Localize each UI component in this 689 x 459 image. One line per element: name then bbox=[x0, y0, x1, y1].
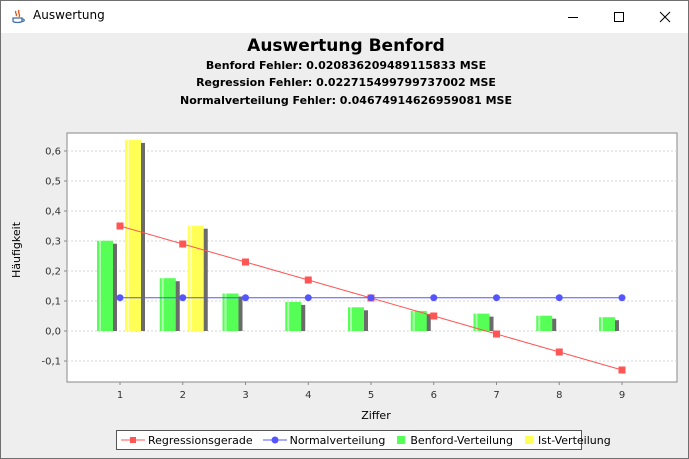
chart-subtitle-regression: Regression Fehler: 0.022715499799737002 … bbox=[196, 76, 496, 89]
y-tick-label: -0,1 bbox=[41, 357, 61, 368]
point-normal bbox=[367, 294, 375, 302]
point-regression bbox=[430, 312, 438, 320]
close-icon bbox=[659, 11, 671, 23]
bar-highlight bbox=[412, 310, 415, 331]
x-tick-label: 1 bbox=[117, 390, 123, 401]
point-normal bbox=[430, 294, 438, 302]
legend-label-regression: Regressionsgerade bbox=[148, 433, 253, 447]
x-tick-label: 9 bbox=[619, 390, 625, 401]
point-regression bbox=[116, 222, 124, 230]
point-normal bbox=[304, 294, 312, 302]
bar-highlight bbox=[99, 240, 101, 331]
java-app-icon bbox=[12, 9, 25, 24]
bar-highlight bbox=[475, 313, 478, 331]
chart-subtitle-benford: Benford Fehler: 0.020836209489115833 MSE bbox=[205, 59, 487, 72]
x-tick-label: 4 bbox=[305, 390, 311, 401]
point-normal bbox=[618, 294, 626, 302]
minimize-button[interactable] bbox=[550, 1, 596, 33]
bar-highlight bbox=[287, 301, 290, 331]
x-tick-label: 7 bbox=[493, 390, 499, 401]
y-tick-label: 0,1 bbox=[45, 297, 61, 308]
bar-highlight bbox=[161, 278, 164, 331]
y-tick-label: 0,4 bbox=[45, 207, 61, 218]
point-normal bbox=[179, 294, 187, 302]
point-normal bbox=[242, 294, 249, 302]
bar-highlight bbox=[538, 315, 541, 331]
legend-item-ist: Ist-Verteilung bbox=[523, 434, 611, 447]
bar-highlight bbox=[601, 317, 603, 331]
x-tick-label: 6 bbox=[431, 390, 437, 401]
point-normal bbox=[116, 294, 124, 302]
chart-legend: Regressionsgerade Normalverteilung Benfo… bbox=[116, 430, 611, 450]
bar-highlight bbox=[350, 307, 352, 331]
point-regression bbox=[242, 258, 249, 266]
x-tick-label: 3 bbox=[242, 390, 248, 401]
y-tick-label: 0,3 bbox=[45, 237, 61, 248]
legend-item-normal: Normalverteilung bbox=[262, 433, 386, 447]
x-tick-label: 2 bbox=[180, 390, 186, 401]
legend-label-normal: Normalverteilung bbox=[289, 433, 386, 447]
plot-background bbox=[66, 132, 678, 383]
point-normal bbox=[493, 294, 500, 302]
legend-symbol-regression bbox=[121, 437, 145, 443]
bar-highlight bbox=[224, 293, 227, 331]
point-regression bbox=[304, 276, 312, 284]
point-regression bbox=[493, 330, 500, 338]
chart-subtitle-normal: Normalverteilung Fehler: 0.0467491462695… bbox=[180, 94, 512, 107]
y-tick-label: 0,6 bbox=[45, 147, 61, 158]
legend-item-benford: Benford-Verteilung bbox=[395, 434, 513, 447]
chart-title: Auswertung Benford bbox=[247, 36, 445, 56]
point-regression bbox=[555, 348, 563, 356]
legend-symbol-benford bbox=[397, 436, 406, 444]
close-button[interactable] bbox=[642, 1, 688, 33]
x-axis-label: Ziffer bbox=[361, 409, 391, 422]
title-bar[interactable]: Auswertung bbox=[1, 1, 688, 33]
bar-highlight bbox=[127, 139, 129, 331]
legend-symbol-ist bbox=[525, 436, 533, 444]
legend-label-benford: Benford-Verteilung bbox=[410, 433, 513, 447]
legend-symbol-normal bbox=[262, 436, 287, 444]
y-axis-label: Häufigkeit bbox=[10, 221, 23, 278]
bar-highlight bbox=[189, 225, 192, 331]
y-tick-label: 0,5 bbox=[45, 177, 61, 188]
x-tick-label: 5 bbox=[368, 390, 374, 401]
legend-label-ist: Ist-Verteilung bbox=[538, 433, 611, 447]
maximize-icon bbox=[614, 12, 624, 22]
y-tick-label: 0,2 bbox=[45, 267, 61, 278]
y-tick-label: 0,0 bbox=[45, 327, 61, 338]
chart-panel: Auswertung Benford Benford Fehler: 0.020… bbox=[6, 33, 686, 453]
point-regression bbox=[179, 240, 187, 248]
legend-item-regression: Regressionsgerade bbox=[121, 434, 253, 447]
minimize-icon bbox=[568, 17, 578, 18]
x-tick-label: 8 bbox=[556, 390, 562, 401]
window-title: Auswertung bbox=[33, 8, 105, 22]
plot-area: -0,1 0,0 0,1 0,2 0,3 0,4 0,5 0,6 1 2 3 4 5 6 7 8 9 bbox=[41, 132, 678, 401]
point-normal bbox=[555, 294, 563, 302]
point-regression bbox=[618, 366, 626, 374]
maximize-button[interactable] bbox=[596, 1, 642, 33]
